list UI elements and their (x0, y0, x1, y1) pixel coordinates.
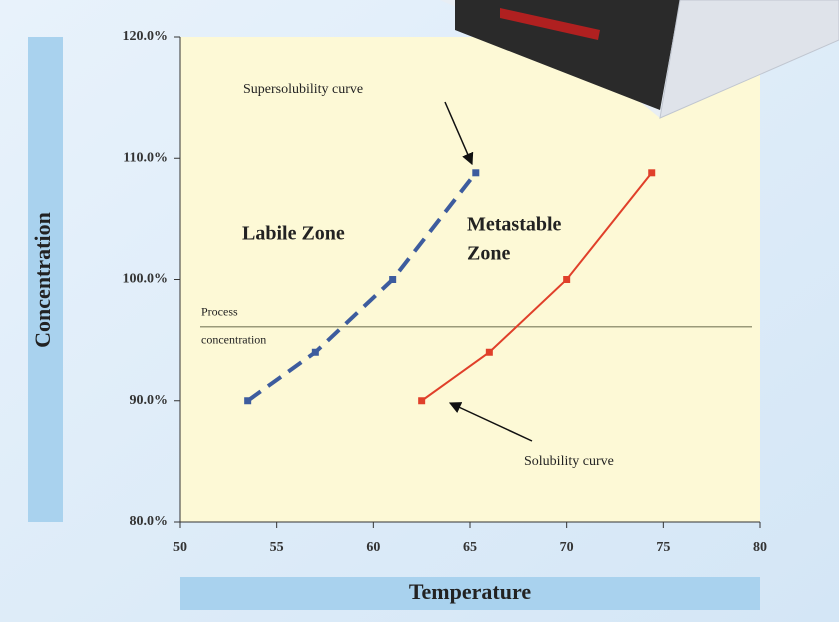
point-marker (563, 276, 570, 283)
series-label: Solubility curve (524, 454, 614, 469)
chart: Concentration Temperature 80.0% 90.0% 100.… (0, 0, 839, 622)
x-tick-label: 70 (560, 540, 574, 555)
series-label: Supersolubility curve (243, 82, 363, 97)
x-tick-label: 50 (173, 540, 187, 555)
point-marker (312, 349, 319, 356)
zone-label: Labile Zone (242, 223, 345, 245)
y-tick-label: 120.0% (123, 29, 169, 44)
reference-label: concentration (201, 333, 266, 347)
y-axis-title: Concentration (30, 212, 55, 348)
x-tick-label: 75 (656, 540, 670, 555)
x-tick-label: 60 (366, 540, 380, 555)
zone-label: Metastable (467, 214, 562, 236)
reference-label: Process (201, 305, 238, 319)
x-tick-label: 65 (463, 540, 477, 555)
point-marker (389, 276, 396, 283)
point-marker (486, 349, 493, 356)
point-marker (648, 169, 655, 176)
point-marker (472, 169, 479, 176)
y-tick-label: 80.0% (130, 514, 169, 529)
x-tick-label: 55 (270, 540, 284, 555)
x-tick-label: 80 (753, 540, 767, 555)
y-tick-label: 110.0% (123, 150, 168, 165)
point-marker (418, 397, 425, 404)
y-tick-label: 90.0% (130, 393, 169, 408)
y-tick-label: 100.0% (123, 272, 169, 287)
zone-label: Zone (467, 243, 510, 265)
point-marker (244, 397, 251, 404)
x-axis-title: Temperature (409, 579, 531, 604)
